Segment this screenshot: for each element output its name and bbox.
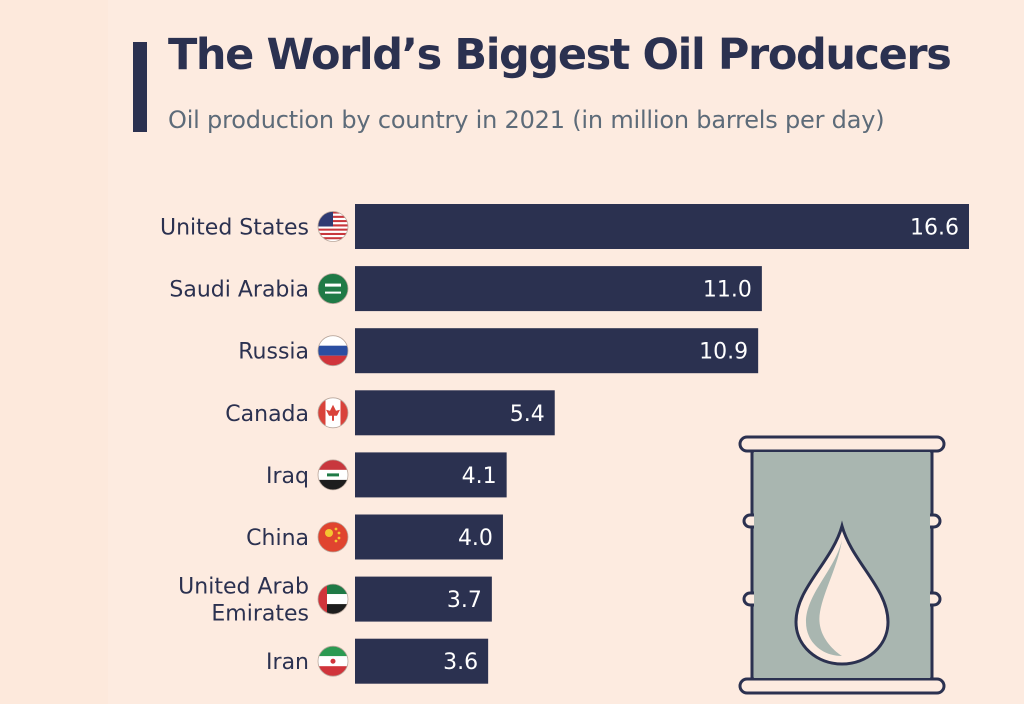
us-flag-icon <box>317 211 349 242</box>
bar-value-label: 5.4 <box>510 402 545 427</box>
category-label: Iraq <box>266 464 309 489</box>
bar-united-states <box>355 204 969 249</box>
chart-title: The World’s Biggest Oil Producers <box>168 30 952 80</box>
bar-saudi-arabia <box>355 266 762 312</box>
oil-barrel-icon <box>738 435 946 695</box>
china-flag-icon <box>317 521 349 553</box>
bar-russia <box>355 328 759 374</box>
uae-flag-icon <box>317 583 349 615</box>
category-label: United Arab Emirates <box>178 575 309 627</box>
saudi-arabia-flag-icon <box>317 273 349 305</box>
title-accent-bar <box>133 42 147 132</box>
chart-subtitle: Oil production by country in 2021 (in mi… <box>168 106 885 134</box>
russia-flag-icon <box>317 335 349 367</box>
category-label: Russia <box>238 340 309 365</box>
bar-china <box>355 514 503 560</box>
bar-value-label: 3.7 <box>447 588 482 613</box>
iraq-flag-icon <box>317 459 349 491</box>
category-label: Canada <box>225 402 309 427</box>
category-label: United States <box>160 216 309 241</box>
bar-canada <box>355 390 555 436</box>
bar-united-arab-emirates <box>355 576 492 622</box>
bar-iraq <box>355 452 507 498</box>
bar-value-label: 16.6 <box>910 216 959 241</box>
bar-iran <box>355 638 489 684</box>
canada-flag-icon <box>317 397 349 429</box>
bar-value-label: 10.9 <box>699 340 748 365</box>
iran-flag-icon <box>317 645 349 677</box>
category-label: Iran <box>266 650 309 675</box>
category-label: China <box>246 526 309 551</box>
bar-value-label: 3.6 <box>443 650 478 675</box>
bar-value-label: 4.0 <box>458 526 493 551</box>
bar-value-label: 4.1 <box>462 464 497 489</box>
category-label: Saudi Arabia <box>169 278 309 303</box>
bar-value-label: 11.0 <box>703 278 752 303</box>
